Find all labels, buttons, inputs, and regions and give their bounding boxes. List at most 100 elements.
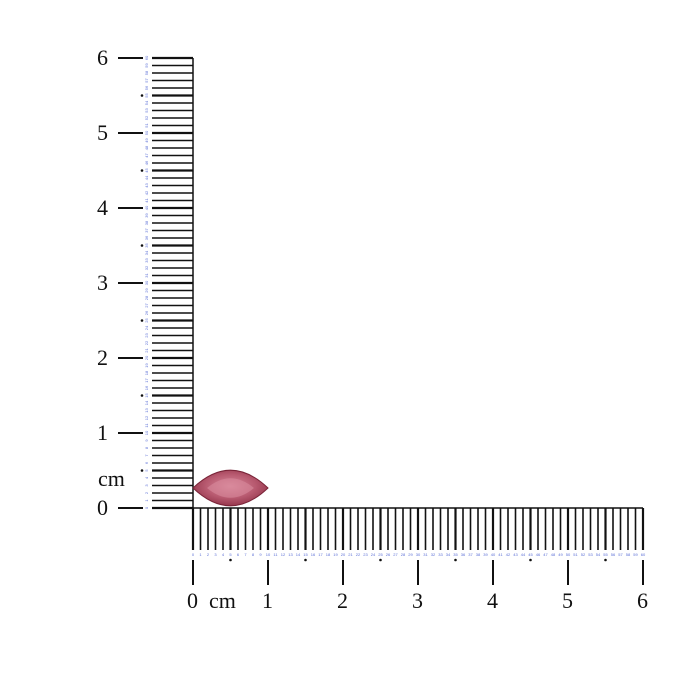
horizontal-cm-label: 1 — [262, 588, 273, 613]
horizontal-mm-label: 35 — [453, 552, 458, 557]
vertical-mm-label: 16 — [144, 385, 149, 390]
horizontal-mm-label: 23 — [363, 552, 368, 557]
horizontal-cm-label: 3 — [412, 588, 423, 613]
horizontal-mm-label: 6 — [237, 552, 240, 557]
vertical-half-cm-dot — [140, 244, 144, 247]
horizontal-mm-label: 54 — [596, 552, 601, 557]
horizontal-mm-label: 29 — [408, 552, 413, 557]
vertical-mm-label: 6 — [144, 461, 149, 464]
horizontal-mm-label: 47 — [543, 552, 548, 557]
vertical-mm-label: 4 — [144, 476, 149, 479]
vertical-mm-label: 18 — [144, 370, 149, 375]
vertical-cm-label: 4 — [97, 195, 108, 220]
vertical-mm-label: 30 — [144, 280, 149, 285]
horizontal-mm-label: 26 — [386, 552, 391, 557]
horizontal-mm-label: 39 — [483, 552, 488, 557]
horizontal-mm-label: 33 — [438, 552, 443, 557]
vertical-mm-label: 51 — [144, 123, 149, 128]
horizontal-mm-label: 53 — [588, 552, 593, 557]
vertical-mm-label: 34 — [144, 250, 149, 255]
horizontal-mm-label: 25 — [378, 552, 383, 557]
horizontal-mm-label: 49 — [558, 552, 563, 557]
vertical-mm-label: 1 — [144, 499, 149, 502]
vertical-mm-label: 5 — [144, 469, 149, 472]
horizontal-half-cm-dot — [229, 558, 232, 562]
horizontal-mm-label: 28 — [401, 552, 406, 557]
horizontal-mm-label: 15 — [303, 552, 308, 557]
horizontal-mm-label: 34 — [446, 552, 451, 557]
vertical-mm-label: 29 — [144, 288, 149, 293]
horizontal-mm-label: 56 — [611, 552, 616, 557]
horizontal-mm-label: 10 — [266, 552, 271, 557]
vertical-cm-label: 2 — [97, 345, 108, 370]
vertical-half-cm-dot — [140, 394, 144, 397]
vertical-cm-label: 1 — [97, 420, 108, 445]
vertical-mm-label: 44 — [144, 175, 149, 180]
horizontal-cm-label: 0 — [187, 588, 198, 613]
horizontal-unit-label: cm — [209, 588, 236, 613]
horizontal-mm-label: 36 — [461, 552, 466, 557]
vertical-mm-label: 60 — [144, 55, 149, 60]
vertical-mm-label: 50 — [144, 130, 149, 135]
vertical-mm-label: 53 — [144, 108, 149, 113]
horizontal-mm-label: 17 — [318, 552, 323, 557]
vertical-mm-label: 21 — [144, 348, 149, 353]
horizontal-mm-label: 60 — [641, 552, 646, 557]
horizontal-mm-label: 14 — [296, 552, 301, 557]
horizontal-mm-label: 50 — [566, 552, 571, 557]
horizontal-mm-label: 57 — [618, 552, 623, 557]
vertical-unit-label: cm — [98, 466, 125, 491]
horizontal-half-cm-dot — [454, 558, 457, 562]
horizontal-cm-label: 2 — [337, 588, 348, 613]
vertical-mm-label: 45 — [144, 168, 149, 173]
vertical-mm-label: 24 — [144, 325, 149, 330]
horizontal-mm-label: 44 — [521, 552, 526, 557]
vertical-mm-label: 19 — [144, 363, 149, 368]
vertical-mm-label: 22 — [144, 340, 149, 345]
vertical-mm-label: 11 — [144, 423, 149, 428]
vertical-mm-label: 23 — [144, 333, 149, 338]
horizontal-mm-label: 12 — [281, 552, 286, 557]
vertical-mm-label: 3 — [144, 484, 149, 487]
vertical-mm-label: 39 — [144, 213, 149, 218]
horizontal-mm-label: 55 — [603, 552, 608, 557]
vertical-mm-label: 58 — [144, 70, 149, 75]
vertical-mm-label: 36 — [144, 235, 149, 240]
horizontal-mm-label: 22 — [356, 552, 361, 557]
horizontal-mm-label: 16 — [311, 552, 316, 557]
vertical-mm-label: 9 — [144, 439, 149, 442]
horizontal-mm-label: 59 — [633, 552, 638, 557]
vertical-cm-label: 5 — [97, 120, 108, 145]
vertical-half-cm-dot — [140, 169, 144, 172]
horizontal-mm-label: 31 — [423, 552, 428, 557]
horizontal-mm-label: 18 — [326, 552, 331, 557]
horizontal-mm-label: 4 — [222, 552, 225, 557]
horizontal-cm-label: 4 — [487, 588, 498, 613]
horizontal-half-cm-dot — [304, 558, 307, 562]
horizontal-mm-label: 48 — [551, 552, 556, 557]
vertical-mm-label: 40 — [144, 205, 149, 210]
vertical-mm-label: 0 — [144, 506, 149, 509]
horizontal-mm-label: 58 — [626, 552, 631, 557]
horizontal-cm-label: 5 — [562, 588, 573, 613]
horizontal-mm-label: 51 — [573, 552, 578, 557]
horizontal-mm-label: 5 — [229, 552, 232, 557]
horizontal-mm-label: 43 — [513, 552, 518, 557]
vertical-mm-label: 33 — [144, 258, 149, 263]
vertical-half-cm-dot — [140, 319, 144, 322]
horizontal-mm-label: 41 — [498, 552, 503, 557]
vertical-mm-label: 20 — [144, 355, 149, 360]
horizontal-mm-label: 24 — [371, 552, 376, 557]
horizontal-half-cm-dot — [529, 558, 532, 562]
horizontal-mm-label: 21 — [348, 552, 353, 557]
vertical-half-cm-dot — [140, 94, 144, 97]
vertical-mm-label: 17 — [144, 378, 149, 383]
vertical-mm-label: 10 — [144, 430, 149, 435]
vertical-mm-label: 15 — [144, 393, 149, 398]
vertical-mm-label: 41 — [144, 198, 149, 203]
vertical-mm-label: 59 — [144, 63, 149, 68]
horizontal-mm-label: 0 — [192, 552, 195, 557]
vertical-mm-label: 49 — [144, 138, 149, 143]
